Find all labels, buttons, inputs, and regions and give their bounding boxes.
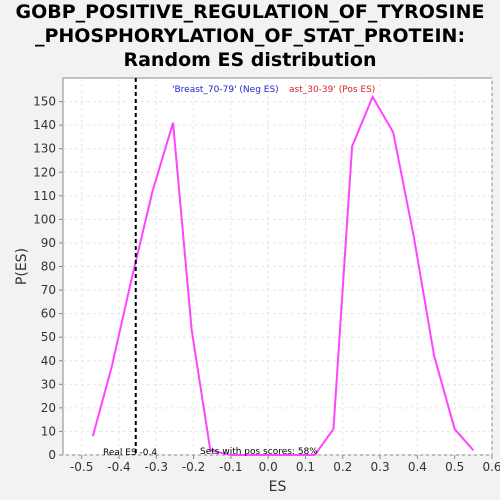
y-tick-label: 70 [41,283,56,297]
y-tick-label: 0 [48,448,56,462]
y-tick-label: 120 [33,165,56,179]
y-tick-label: 50 [41,330,56,344]
y-tick-label: 60 [41,307,56,321]
y-tick-label: 30 [41,377,56,391]
x-tick-label: 0.0 [259,460,278,474]
pos-scores-annotation: Sets with pos scores: 58% [200,447,318,457]
real-es-label: Real ES -0.4 [103,448,157,458]
x-tick-label: 0.5 [445,460,464,474]
y-tick-label: 10 [41,424,56,438]
x-axis-label: ES [269,479,287,495]
x-tick-label: 0.4 [408,460,427,474]
x-tick-label: 0.1 [296,460,315,474]
x-tick-label: -0.5 [70,460,93,474]
y-tick-label: 100 [33,212,56,226]
y-axis-label: P(ES) [14,248,30,285]
plot-area [62,77,493,456]
x-tick-label: -0.3 [145,460,168,474]
y-tick-label: 80 [41,260,56,274]
y-tick-label: 150 [33,95,56,109]
chart-title-line-3: Random ES distribution [123,49,377,71]
x-tick-label: -0.1 [219,460,242,474]
y-tick-label: 20 [41,401,56,415]
es-distribution-line [91,94,475,456]
x-tick-label: 0.2 [333,460,352,474]
legend-pos-es: ast_30-39' (Pos ES) [289,85,375,95]
y-tick-label: 140 [33,118,56,132]
x-tick-label: -0.4 [107,460,130,474]
chart-title-line-2: _PHOSPHORYLATION_OF_STAT_PROTEIN: [34,25,466,47]
y-tick-label: 130 [33,142,56,156]
y-tick-label: 90 [41,236,56,250]
x-tick-label: -0.2 [182,460,205,474]
chart-title-line-1: GOBP_POSITIVE_REGULATION_OF_TYROSINE [15,1,485,23]
y-tick-label: 110 [33,189,56,203]
x-tick-label: 0.3 [371,460,390,474]
y-tick-label: 40 [41,354,56,368]
x-tick-label: 0.6 [482,460,500,474]
legend-neg-es: 'Breast_70-79' (Neg ES) [172,85,279,95]
